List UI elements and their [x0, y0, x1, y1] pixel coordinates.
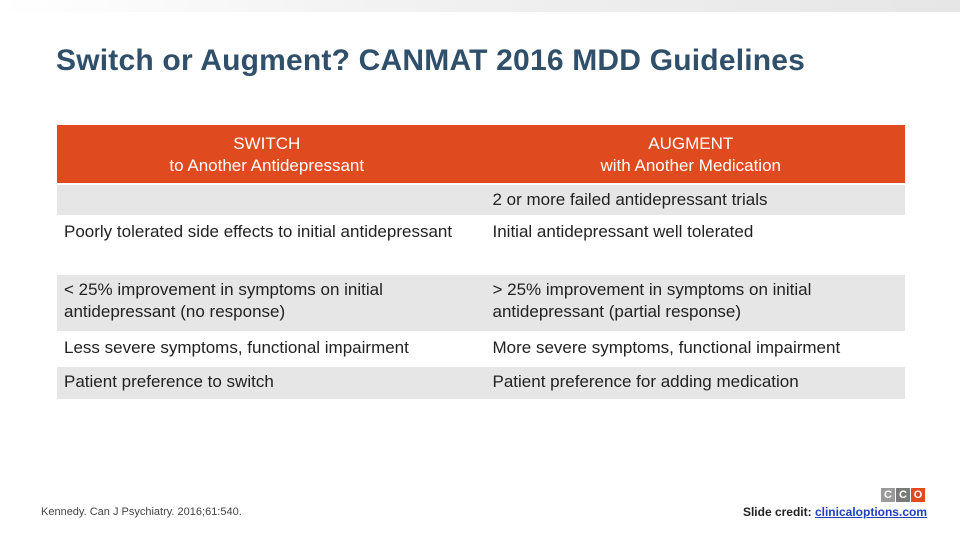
logo-letter-o: O — [911, 488, 925, 502]
top-decorative-band — [0, 0, 960, 12]
table-row: Patient preference to switch Patient pre… — [57, 365, 905, 399]
guideline-table: SWITCH to Another Antidepressant AUGMENT… — [57, 125, 905, 399]
credit-link[interactable]: clinicaloptions.com — [814, 505, 927, 519]
table-row: 2 or more failed antidepressant trials — [57, 183, 905, 215]
cell-augment: > 25% improvement in symptoms on initial… — [476, 273, 905, 331]
header-augment-text: AUGMENT with Another Medication — [600, 134, 782, 175]
table-row: < 25% improvement in symptoms on initial… — [57, 273, 905, 331]
cell-switch: Less severe symptoms, functional impairm… — [57, 331, 477, 365]
logo-letter-c2: C — [896, 488, 910, 502]
slide-title: Switch or Augment? CANMAT 2016 MDD Guide… — [56, 44, 806, 77]
slide-credit: Slide credit: clinicaloptions.com — [743, 505, 927, 519]
cell-augment: Patient preference for adding medication — [476, 365, 905, 399]
citation: Kennedy. Can J Psychiatry. 2016;61:540. — [41, 506, 242, 518]
cell-augment: More severe symptoms, functional impairm… — [476, 331, 905, 365]
logo-letter-c1: C — [881, 488, 895, 502]
header-switch-text: SWITCH to Another Antidepressant — [169, 134, 365, 175]
cco-logo: C C O — [881, 488, 925, 502]
credit-label: Slide credit: — [742, 505, 812, 519]
cell-augment: 2 or more failed antidepressant trials — [476, 183, 905, 215]
cell-augment: Initial antidepressant well tolerated — [476, 215, 905, 273]
table-header-row: SWITCH to Another Antidepressant AUGMENT… — [57, 125, 905, 183]
cell-switch: Poorly tolerated side effects to initial… — [57, 215, 477, 273]
header-augment: AUGMENT with Another Medication — [476, 125, 905, 183]
cell-switch: < 25% improvement in symptoms on initial… — [57, 273, 477, 331]
table-row: Less severe symptoms, functional impairm… — [57, 331, 905, 365]
cell-switch: Patient preference to switch — [57, 365, 477, 399]
table-row: Poorly tolerated side effects to initial… — [57, 215, 905, 273]
cell-switch — [57, 183, 477, 215]
header-switch: SWITCH to Another Antidepressant — [57, 125, 477, 183]
